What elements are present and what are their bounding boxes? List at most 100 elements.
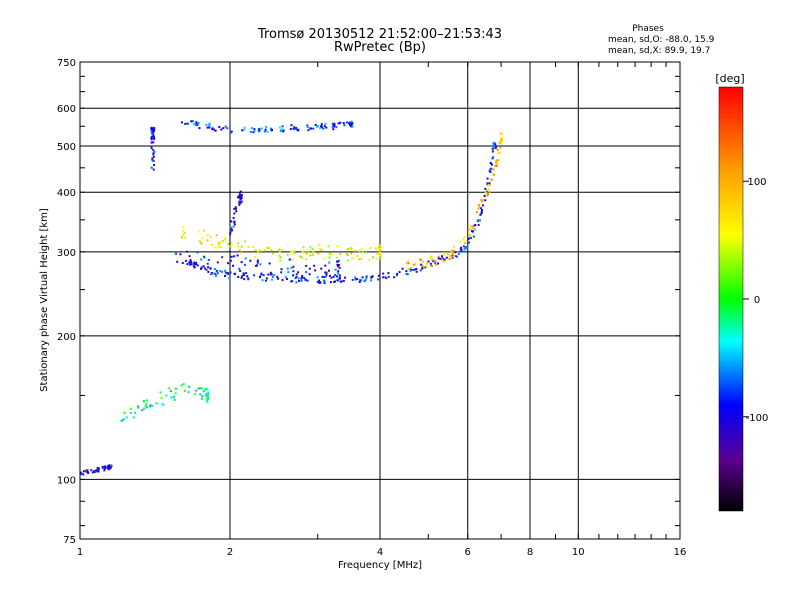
echo-point	[323, 257, 326, 260]
echo-point	[214, 275, 217, 278]
echo-point	[174, 252, 177, 255]
echo-point	[247, 245, 250, 248]
echo-point	[243, 278, 246, 281]
echo-point	[240, 193, 243, 196]
y-tick-label: 300	[57, 248, 76, 259]
echo-point	[324, 264, 327, 267]
echo-point	[80, 473, 83, 476]
y-tick-label: 75	[63, 535, 76, 546]
echo-point	[296, 128, 299, 131]
echo-point	[464, 246, 467, 249]
echo-point	[471, 225, 474, 228]
echo-point	[123, 411, 126, 414]
echo-point	[298, 279, 301, 282]
echo-point	[492, 173, 495, 176]
echo-point	[264, 248, 267, 251]
echo-point	[302, 246, 305, 249]
echo-point	[198, 230, 201, 233]
echo-point	[361, 250, 364, 253]
echo-point	[338, 277, 341, 280]
echo-point	[277, 277, 280, 280]
echo-point	[268, 262, 271, 265]
echo-point	[358, 258, 361, 261]
echo-point	[110, 464, 113, 467]
echo-point	[325, 273, 328, 276]
echo-point	[377, 274, 380, 277]
echo-point	[247, 277, 250, 280]
echo-point	[429, 258, 432, 261]
echo-point	[186, 263, 189, 266]
echo-point	[486, 177, 489, 180]
echo-point	[327, 245, 330, 248]
echo-point	[188, 255, 191, 258]
echo-point	[491, 172, 494, 175]
echo-point	[354, 278, 357, 281]
echo-point	[294, 277, 297, 280]
echo-point	[333, 125, 336, 128]
echo-point	[239, 190, 242, 193]
echo-point	[489, 170, 492, 173]
echo-point	[201, 387, 204, 390]
echo-point	[321, 275, 324, 278]
echo-point	[434, 260, 437, 263]
echo-point	[230, 220, 233, 223]
echo-point	[87, 471, 90, 474]
echo-point	[409, 269, 412, 272]
echo-point	[290, 266, 293, 269]
echo-point	[300, 279, 303, 282]
echo-point	[441, 257, 444, 260]
echo-point	[443, 260, 446, 263]
echo-point	[153, 150, 156, 153]
colorbar-tick-label: -100	[746, 413, 769, 424]
echo-point	[161, 403, 164, 406]
echo-point	[202, 390, 205, 393]
echo-point	[330, 253, 333, 256]
echo-point	[101, 466, 104, 469]
echo-point	[451, 252, 454, 255]
echo-point	[323, 280, 326, 283]
echo-point	[180, 384, 183, 387]
y-tick-label: 500	[57, 142, 76, 153]
echo-point	[184, 236, 187, 239]
echo-point	[342, 279, 345, 282]
echo-point	[372, 256, 375, 259]
echo-point	[187, 391, 190, 394]
echo-point	[337, 265, 340, 268]
echo-point	[190, 263, 193, 266]
echo-point	[474, 224, 477, 227]
echo-point	[211, 272, 214, 275]
echo-point	[221, 270, 224, 273]
echo-point	[95, 469, 98, 472]
echo-point	[213, 128, 216, 131]
echo-point	[371, 275, 374, 278]
echo-point	[205, 395, 208, 398]
echo-point	[239, 202, 242, 205]
echo-point	[152, 141, 155, 144]
echo-point	[79, 471, 82, 474]
echo-point	[396, 272, 399, 275]
echo-point	[358, 278, 361, 281]
echo-point	[492, 144, 495, 147]
echo-point	[325, 271, 328, 274]
echo-point	[329, 281, 332, 284]
echo-point	[300, 277, 303, 280]
echo-point	[280, 271, 283, 274]
echo-point	[333, 124, 336, 127]
echo-point	[207, 391, 210, 394]
echo-point	[385, 277, 388, 280]
echo-point	[292, 274, 295, 277]
echo-point	[219, 246, 222, 249]
echo-point	[494, 162, 497, 165]
echo-point	[500, 141, 503, 144]
echo-point	[207, 266, 210, 269]
echo-point	[245, 272, 248, 275]
echo-point	[329, 274, 332, 277]
echo-point	[477, 223, 480, 226]
echo-point	[271, 252, 274, 255]
echo-point	[335, 256, 338, 259]
echo-point	[292, 265, 295, 268]
echo-point	[240, 276, 243, 279]
echo-point	[218, 125, 221, 128]
echo-point	[243, 263, 246, 266]
echo-point	[336, 260, 339, 263]
